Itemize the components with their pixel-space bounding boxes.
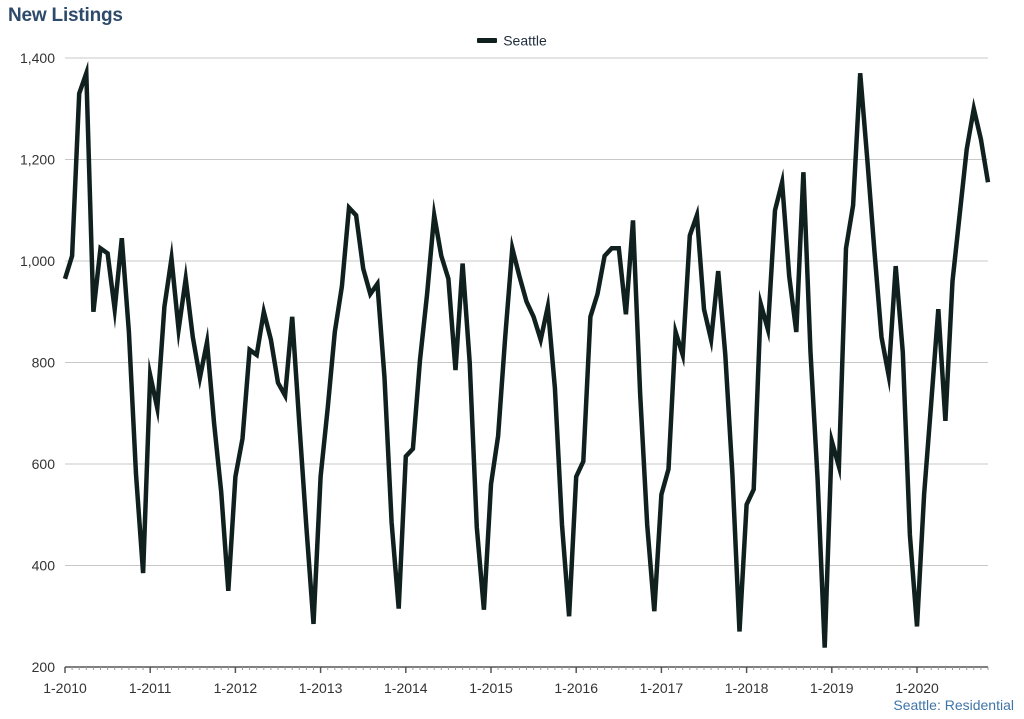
x-tick-label: 1-2010 [43, 680, 87, 696]
x-axis-ticks: 1-2010 1-2011 1-2012 1-2013 1-2014 1-2015 1-20… [43, 667, 989, 696]
series-group [62, 60, 991, 648]
x-tick-label: 1-2019 [810, 680, 854, 696]
footer-caption: Seattle: Residential [893, 697, 1014, 713]
y-tick-label: 400 [32, 558, 56, 574]
series-line-seattle [62, 60, 991, 648]
gridlines [65, 57, 988, 566]
x-tick-label: 1-2020 [895, 680, 939, 696]
x-tick-label: 1-2016 [554, 680, 598, 696]
y-tick-label: 1,400 [20, 50, 55, 66]
y-tick-label: 1,200 [20, 152, 55, 168]
y-axis-ticks: 200 400 600 800 1,000 1,200 1,400 [20, 50, 55, 675]
y-tick-label: 1,000 [20, 253, 55, 269]
x-tick-label: 1-2018 [725, 680, 769, 696]
legend-swatch-seattle [477, 37, 498, 43]
x-tick-label: 1-2012 [214, 680, 258, 696]
y-tick-label: 200 [32, 659, 56, 675]
x-tick-label: 1-2011 [129, 680, 172, 696]
x-tick-label: 1-2013 [299, 680, 343, 696]
x-tick-label: 1-2017 [640, 680, 684, 696]
x-tick-label: 1-2015 [469, 680, 513, 696]
legend: Seattle [0, 31, 1024, 48]
chart-title: New Listings [8, 5, 123, 26]
y-tick-label: 600 [32, 456, 56, 472]
legend-label-seattle: Seattle [503, 32, 547, 49]
x-tick-label: 1-2014 [384, 680, 428, 696]
y-tick-label: 800 [32, 355, 56, 371]
